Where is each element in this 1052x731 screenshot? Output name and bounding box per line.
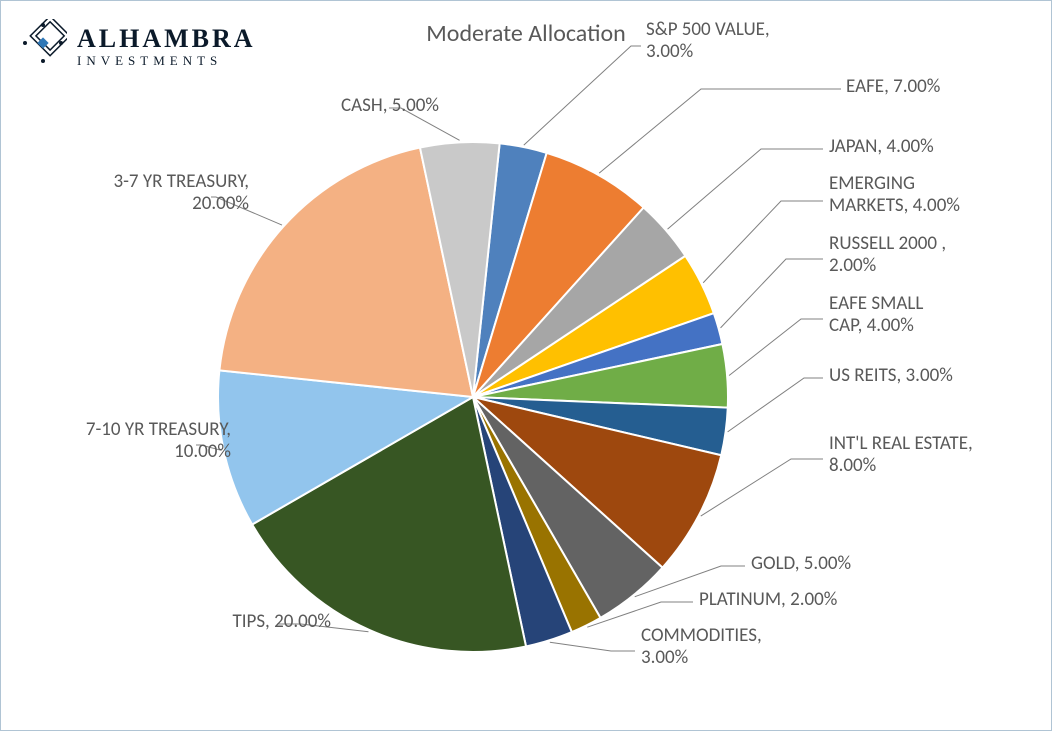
- leader-line: [721, 259, 823, 328]
- chart-frame: ALHAMBRA INVESTMENTS Moderate Allocation…: [0, 0, 1052, 731]
- slice-label-russell-2000: RUSSELL 2000 , 2.00%: [829, 233, 1029, 277]
- slice-label-3-7-yr-treasury: 3-7 YR TREASURY, 20.00%: [49, 171, 249, 215]
- slice-label-7-10-yr-treasury: 7-10 YR TREASURY, 10.00%: [31, 419, 231, 463]
- leader-line: [524, 46, 641, 145]
- leader-line: [550, 642, 635, 651]
- slice-label-emerging-markets: EMERGING MARKETS, 4.00%: [829, 173, 1039, 217]
- slice-label-commodities: COMMODITIES, 3.00%: [641, 625, 841, 669]
- slice-label-japan: JAPAN, 4.00%: [829, 136, 1029, 158]
- slice-label-platinum: PLATINUM, 2.00%: [699, 589, 919, 611]
- leader-line: [668, 149, 823, 229]
- slice-label-cash: CASH, 5.00%: [259, 95, 439, 117]
- leader-line: [703, 201, 823, 283]
- slice-label-tips: TIPS, 20.00%: [151, 611, 331, 633]
- leader-line: [729, 319, 823, 375]
- slice-label-eafe-small-cap: EAFE SMALL CAP, 4.00%: [829, 293, 1029, 337]
- slice-label-eafe: EAFE, 7.00%: [846, 76, 1006, 98]
- leader-line: [599, 89, 841, 173]
- slice-label-int-l-real-estate: INT'L REAL ESTATE, 8.00%: [829, 433, 1039, 477]
- slice-label-gold: GOLD, 5.00%: [751, 553, 931, 575]
- slice-label-us-reits: US REITS, 3.00%: [829, 365, 1039, 387]
- leader-line: [728, 378, 823, 432]
- slice-label-s-p-500-value: S&P 500 VALUE, 3.00%: [646, 19, 806, 63]
